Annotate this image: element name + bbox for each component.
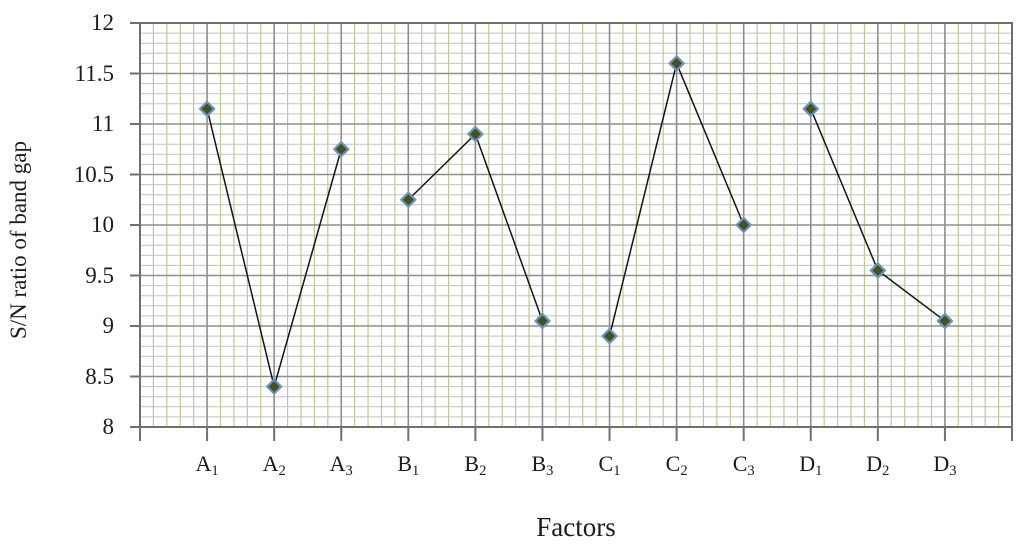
y-tick-label-9.5: 9.5 [85,262,114,288]
y-tick-label-8.5: 8.5 [85,363,114,389]
x-tick-label-B1: B1 [397,451,420,480]
y-tick-label-11.5: 11.5 [74,60,114,86]
y-tick-label-9: 9 [102,313,115,338]
x-axis-title: Factors [536,512,616,542]
data-point-marker-B1 [399,191,417,209]
data-point-marker-D2 [869,261,887,280]
x-tick-label-C3: C3 [732,451,755,480]
y-tick-label-12: 12 [91,10,114,35]
y-tick-label-10.5: 10.5 [73,161,114,187]
x-tick-label-A1: A1 [195,451,219,480]
y-tick-label-8: 8 [102,414,115,439]
x-tick-label-A3: A3 [329,451,353,480]
data-point-marker-A2 [265,378,283,396]
y-tick-label-10: 10 [91,212,114,237]
x-tick-label-D3: D3 [933,451,957,480]
x-tick-label-C2: C2 [665,451,688,480]
data-point-marker-C1 [600,327,619,345]
data-point-marker-D3 [936,312,954,330]
y-tick-label-11: 11 [91,111,114,136]
data-point-marker-C2 [668,54,686,72]
data-point-marker-D1 [802,100,820,118]
x-tick-label-D1: D1 [799,451,823,480]
x-tick-label-D2: D2 [866,451,890,480]
data-point-marker-B2 [466,125,484,143]
x-tick-label-B2: B2 [464,451,487,480]
x-tick-label-B3: B3 [531,451,554,480]
data-point-marker-C3 [735,216,753,234]
x-tick-label-C1: C1 [598,451,621,480]
data-point-marker-B3 [533,312,552,330]
data-point-marker-A1 [198,100,216,118]
x-tick-label-A2: A2 [262,451,286,480]
data-point-marker-A3 [332,140,350,158]
